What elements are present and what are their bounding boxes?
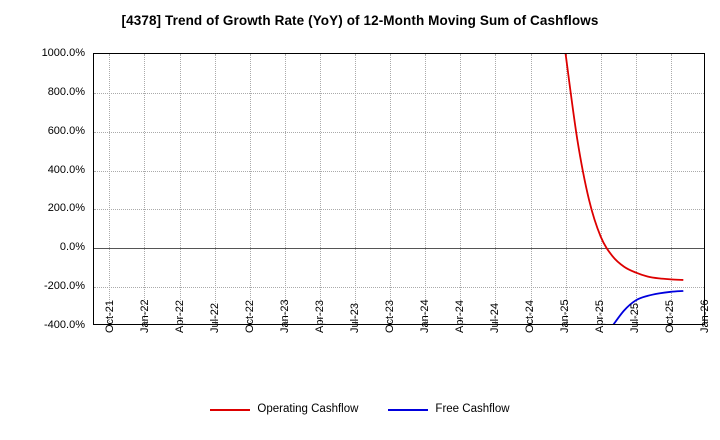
x-tick-label: Jul-25 [629, 303, 641, 333]
x-tick-label: Apr-23 [314, 299, 326, 333]
x-tick-label: Jul-23 [349, 303, 361, 333]
gridline-v [530, 54, 532, 324]
y-axis-labels: 1000.0% 800.0% 600.0% 400.0% 200.0% 0.0%… [0, 0, 93, 440]
x-tick-label: Oct-24 [524, 299, 536, 333]
x-tick-label: Oct-22 [244, 299, 256, 333]
gridline-v [319, 54, 321, 324]
gridline-v [109, 54, 111, 324]
gridline-v [249, 54, 251, 324]
free-cashflow-line [612, 290, 684, 324]
gridline-v [670, 54, 672, 324]
x-tick-label: Jan-22 [139, 299, 151, 333]
legend-label-free-cashflow: Free Cashflow [435, 403, 510, 415]
gridline-v [425, 54, 427, 324]
gridline-v [284, 54, 286, 324]
y-tick-label: 1000.0% [41, 47, 85, 59]
x-tick-label: Jan-23 [279, 299, 291, 333]
gridline-v [495, 54, 497, 324]
zero-axis-line [94, 248, 704, 250]
x-tick-label: Apr-25 [594, 299, 606, 333]
chart-title: [4378] Trend of Growth Rate (YoY) of 12-… [121, 13, 599, 28]
y-tick-label: 200.0% [47, 202, 85, 215]
x-tick-label: Jan-24 [419, 299, 431, 333]
x-tick-label: Jan-26 [699, 299, 711, 333]
y-tick-label: 400.0% [47, 163, 85, 176]
gridline-v [144, 54, 146, 324]
legend-swatch-free-cashflow [388, 408, 429, 411]
legend-label-operating-cashflow: Operating Cashflow [257, 403, 359, 415]
x-tick-label: Jul-24 [489, 303, 501, 333]
gridline-h [94, 287, 704, 289]
chart-legend: Operating Cashflow Free Cashflow [0, 403, 720, 416]
gridline-v [390, 54, 392, 324]
x-tick-label: Oct-21 [104, 299, 116, 333]
gridline-v [635, 54, 637, 324]
operating-cashflow-line [564, 54, 684, 281]
legend-swatch-operating-cashflow [210, 408, 251, 411]
x-tick-label: Apr-24 [454, 299, 466, 333]
x-tick-label: Oct-25 [664, 299, 676, 333]
gridline-v [179, 54, 181, 324]
x-tick-label: Apr-22 [174, 299, 186, 333]
gridline-h [94, 209, 704, 211]
gridline-v [214, 54, 216, 324]
gridline-v [460, 54, 462, 324]
y-tick-label: -200.0% [44, 280, 85, 293]
y-tick-label: -400.0% [44, 319, 85, 331]
gridline-v [355, 54, 356, 324]
x-tick-label: Jul-22 [209, 303, 221, 333]
plot-area [93, 53, 705, 325]
y-tick-label: 600.0% [47, 124, 85, 137]
x-tick-label: Jan-25 [559, 299, 571, 333]
legend-item-free-cashflow: Free Cashflow [388, 403, 510, 416]
series-paths [564, 54, 684, 324]
x-tick-label: Oct-23 [384, 299, 396, 333]
gridline-v [565, 54, 567, 324]
y-tick-label: 800.0% [47, 85, 85, 98]
gridline-v [600, 54, 602, 324]
gridline-h [94, 131, 704, 133]
gridline-h [94, 92, 704, 94]
gridline-h [94, 170, 704, 172]
y-tick-label: 0.0% [59, 241, 85, 254]
legend-item-operating-cashflow: Operating Cashflow [210, 403, 359, 416]
